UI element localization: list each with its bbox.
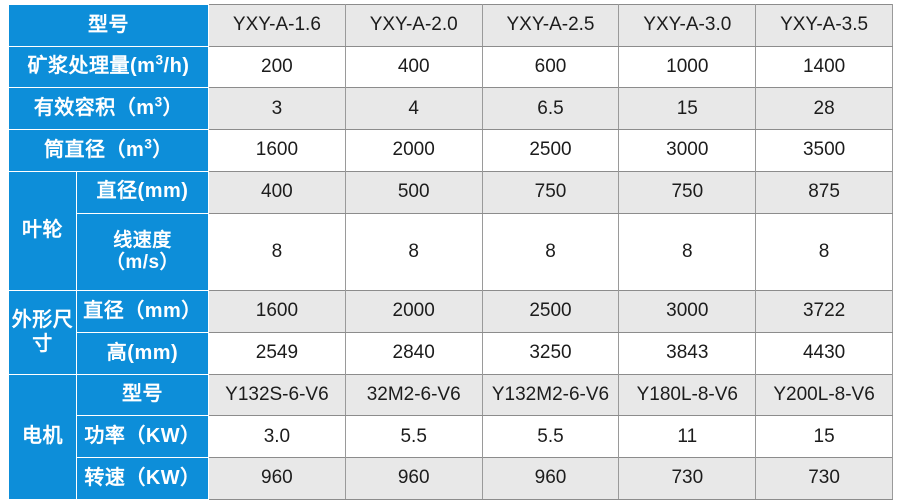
cell-overall-height-3: 3250 (481, 332, 620, 375)
cell-overall-height-2: 2840 (344, 332, 483, 375)
row-label-barrel-diameter: 筒直径（m3） (8, 129, 209, 172)
cell-motor-model-1: Y132S-6-V6 (208, 373, 346, 417)
cell-barrel-diameter-5: 3500 (755, 129, 893, 172)
cell-impeller-linear-speed-1: 8 (208, 213, 346, 291)
table-row: 矿浆处理量(m3/h) 200 400 600 1000 1400 (8, 45, 893, 89)
cell-motor-speed-2: 960 (344, 457, 483, 500)
cell-motor-power-1: 3.0 (208, 415, 346, 458)
cell-impeller-linear-speed-3: 8 (481, 213, 620, 291)
row-label-motor-speed: 转速（KW） (76, 457, 209, 500)
cell-motor-speed-5: 730 (755, 457, 893, 500)
cell-model-3: YXY-A-2.5 (481, 4, 620, 47)
group-label-impeller: 叶轮 (8, 170, 77, 292)
cell-model-4: YXY-A-3.0 (618, 4, 757, 47)
table-row: 线速度 （m/s） 8 8 8 8 8 (9, 212, 893, 292)
table-row: 型号 YXY-A-1.6 YXY-A-2.0 YXY-A-2.5 YXY-A-3.0 YX… (8, 4, 893, 47)
cell-motor-model-3: Y132M2-6-V6 (481, 373, 620, 417)
cell-overall-diameter-5: 3722 (755, 290, 893, 334)
row-label-motor-power: 功率（KW） (76, 415, 209, 459)
cell-slurry-capacity-3: 600 (481, 46, 620, 88)
cell-slurry-capacity-2: 400 (344, 46, 483, 88)
cell-effective-volume-1: 3 (208, 87, 346, 131)
row-label-impeller-diameter: 直径(mm) (76, 170, 209, 214)
row-label-overall-diameter: 直径（mm） (76, 290, 209, 334)
cell-effective-volume-2: 4 (344, 87, 483, 131)
cell-barrel-diameter-2: 2000 (344, 129, 483, 172)
table-row: 高(mm) 2549 2840 3250 3843 4430 (9, 332, 893, 375)
cell-motor-power-4: 11 (618, 415, 757, 458)
group-label-overall-size: 外形尺寸 (8, 290, 77, 375)
cell-slurry-capacity-1: 200 (208, 46, 346, 88)
cell-model-5: YXY-A-3.5 (755, 4, 893, 47)
cell-impeller-linear-speed-2: 8 (344, 213, 483, 291)
table-row: 功率（KW） 3.0 5.5 5.5 11 15 (9, 415, 893, 459)
cell-barrel-diameter-3: 2500 (481, 129, 620, 172)
table-row: 筒直径（m3） 1600 2000 2500 3000 3500 (8, 129, 893, 172)
specification-table: 型号 YXY-A-1.6 YXY-A-2.0 YXY-A-2.5 YXY-A-3.0 YX… (8, 4, 893, 501)
cell-impeller-linear-speed-5: 8 (755, 213, 893, 291)
row-label-impeller-linear-speed: 线速度 （m/s） (76, 212, 209, 292)
cell-impeller-diameter-3: 750 (481, 170, 620, 214)
cell-overall-height-1: 2549 (208, 332, 346, 375)
cell-overall-height-5: 4430 (755, 332, 893, 375)
cell-motor-model-2: 32M2-6-V6 (344, 373, 483, 417)
cell-overall-diameter-2: 2000 (344, 290, 483, 334)
cell-overall-diameter-4: 3000 (618, 290, 757, 334)
cell-motor-power-2: 5.5 (344, 415, 483, 458)
group-label-motor: 电机 (8, 373, 77, 501)
cell-model-1: YXY-A-1.6 (208, 4, 346, 47)
cell-impeller-diameter-4: 750 (618, 170, 757, 214)
cell-slurry-capacity-5: 1400 (755, 46, 893, 88)
row-label-effective-volume: 有效容积（m3） (8, 87, 209, 131)
cell-barrel-diameter-4: 3000 (618, 129, 757, 172)
cell-impeller-linear-speed-4: 8 (618, 213, 757, 291)
cell-impeller-diameter-1: 400 (208, 170, 346, 214)
cell-effective-volume-5: 28 (755, 87, 893, 131)
cell-model-2: YXY-A-2.0 (344, 4, 483, 47)
cell-impeller-diameter-5: 875 (755, 170, 893, 214)
cell-effective-volume-3: 6.5 (481, 87, 620, 131)
cell-motor-power-5: 15 (755, 415, 893, 458)
cell-motor-speed-4: 730 (618, 457, 757, 500)
cell-barrel-diameter-1: 1600 (208, 129, 346, 172)
table-row: 外形尺寸 直径（mm） 1600 2000 2500 3000 3722 (8, 290, 893, 375)
row-label-slurry-capacity: 矿浆处理量(m3/h) (8, 45, 209, 89)
row-label-overall-height: 高(mm) (76, 332, 209, 375)
table-row: 转速（KW） 960 960 960 730 730 (9, 457, 893, 500)
cell-overall-diameter-1: 1600 (208, 290, 346, 334)
row-label-motor-model: 型号 (76, 373, 209, 417)
table-row: 电机 型号 Y132S-6-V6 32M2-6-V6 Y132M2-6-V6 Y180L-… (8, 373, 893, 501)
cell-effective-volume-4: 15 (618, 87, 757, 131)
cell-overall-height-4: 3843 (618, 332, 757, 375)
table-row: 叶轮 直径(mm) 400 500 750 750 875 (8, 170, 893, 292)
cell-motor-power-3: 5.5 (481, 415, 620, 458)
table-body: 型号 YXY-A-1.6 YXY-A-2.0 YXY-A-2.5 YXY-A-3.0 YX… (8, 4, 893, 501)
cell-motor-model-5: Y200L-8-V6 (755, 373, 893, 417)
row-label-model: 型号 (8, 4, 209, 47)
cell-motor-model-4: Y180L-8-V6 (618, 373, 757, 417)
cell-motor-speed-3: 960 (481, 457, 620, 500)
cell-overall-diameter-3: 2500 (481, 290, 620, 334)
cell-slurry-capacity-4: 1000 (618, 46, 757, 88)
table-row: 有效容积（m3） 3 4 6.5 15 28 (8, 87, 893, 131)
cell-impeller-diameter-2: 500 (344, 170, 483, 214)
cell-motor-speed-1: 960 (208, 457, 346, 500)
